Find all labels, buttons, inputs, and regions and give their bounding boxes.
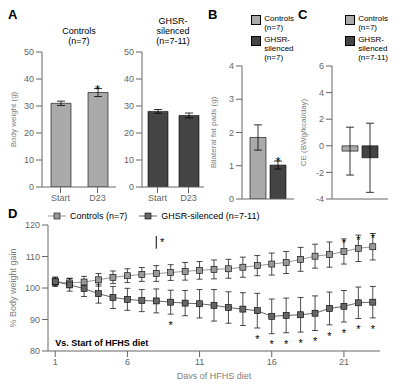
svg-text:4: 4 bbox=[229, 61, 234, 71]
svg-text:110: 110 bbox=[26, 252, 40, 262]
svg-text:*: * bbox=[275, 154, 280, 169]
svg-text:40: 40 bbox=[24, 74, 34, 84]
svg-text:D23: D23 bbox=[89, 193, 106, 203]
svg-text:80: 80 bbox=[30, 346, 40, 356]
svg-text:*: * bbox=[342, 327, 347, 339]
svg-text:Start: Start bbox=[51, 193, 71, 203]
svg-text:16: 16 bbox=[267, 357, 277, 367]
svg-text:CE (BWg/kcal/day): CE (BWg/kcal/day) bbox=[299, 98, 308, 166]
svg-text:Days of HFHS diet: Days of HFHS diet bbox=[177, 371, 252, 379]
html-text:Controls (n=7): Controls (n=7) bbox=[358, 14, 388, 32]
svg-text:% Body weight gain: % Body weight gain bbox=[8, 248, 18, 327]
html-text:D: D bbox=[8, 206, 18, 221]
svg-text:*: * bbox=[298, 337, 303, 349]
html-text:C: C bbox=[298, 7, 308, 22]
svg-text:*: * bbox=[255, 333, 260, 345]
svg-text:20: 20 bbox=[124, 128, 134, 138]
html-text:A: A bbox=[8, 7, 18, 22]
svg-text:100: 100 bbox=[25, 283, 40, 293]
svg-text:*: * bbox=[327, 330, 332, 342]
svg-text:20: 20 bbox=[24, 128, 34, 138]
html-text:Controls (n=7): Controls (n=7) bbox=[70, 211, 128, 221]
svg-text:*: * bbox=[95, 82, 100, 97]
svg-text:Bilateral fat pads (g): Bilateral fat pads (g) bbox=[209, 96, 218, 168]
svg-text:*: * bbox=[356, 234, 361, 246]
html-text:GHSR- silenced (n=7): GHSR- silenced (n=7) bbox=[264, 35, 294, 62]
html-text:GHSR- silenced (n=7-11): GHSR- silenced (n=7-11) bbox=[358, 35, 388, 62]
svg-text:50: 50 bbox=[24, 47, 34, 57]
svg-text:0: 0 bbox=[229, 194, 234, 203]
svg-text:2: 2 bbox=[319, 114, 324, 124]
html-text:GHSR- silenced (n=7-11): GHSR- silenced (n=7-11) bbox=[156, 16, 190, 46]
svg-text:2: 2 bbox=[229, 128, 234, 138]
svg-text:6: 6 bbox=[125, 357, 130, 367]
svg-text:40: 40 bbox=[124, 74, 134, 84]
svg-text:11: 11 bbox=[195, 357, 204, 367]
svg-text:0: 0 bbox=[29, 182, 34, 192]
svg-text:50: 50 bbox=[124, 47, 134, 57]
svg-text:Start: Start bbox=[148, 193, 168, 203]
svg-text:21: 21 bbox=[339, 357, 349, 367]
svg-text:-4: -4 bbox=[316, 194, 324, 203]
svg-text:Vs. Start of HFHS diet: Vs. Start of HFHS diet bbox=[55, 338, 148, 348]
svg-text:10: 10 bbox=[124, 155, 134, 165]
svg-text:*: * bbox=[284, 338, 289, 350]
html-text:GHSR-silenced (n=7-11): GHSR-silenced (n=7-11) bbox=[161, 211, 260, 221]
svg-text:*: * bbox=[356, 323, 361, 335]
svg-text:90: 90 bbox=[30, 315, 40, 325]
svg-text:1: 1 bbox=[229, 161, 234, 171]
svg-text:*: * bbox=[169, 319, 174, 331]
svg-text:*: * bbox=[342, 237, 347, 249]
svg-text:*: * bbox=[371, 232, 376, 244]
svg-text:6: 6 bbox=[319, 61, 324, 71]
svg-text:-2: -2 bbox=[316, 168, 324, 178]
svg-text:30: 30 bbox=[124, 101, 134, 111]
svg-text:0: 0 bbox=[129, 182, 134, 192]
svg-text:0: 0 bbox=[319, 141, 324, 151]
svg-text:*: * bbox=[270, 338, 275, 350]
svg-text:10: 10 bbox=[24, 155, 34, 165]
svg-text:*: * bbox=[160, 236, 165, 248]
html-text:Controls (n=7): Controls (n=7) bbox=[264, 14, 294, 32]
svg-text:*: * bbox=[313, 335, 318, 347]
svg-text:*: * bbox=[371, 323, 376, 335]
svg-text:Body weight (g): Body weight (g) bbox=[9, 91, 18, 147]
html-text:B: B bbox=[208, 7, 218, 22]
svg-text:30: 30 bbox=[24, 101, 34, 111]
svg-text:1: 1 bbox=[53, 357, 58, 367]
svg-text:4: 4 bbox=[319, 88, 324, 98]
svg-text:D23: D23 bbox=[180, 193, 197, 203]
svg-text:3: 3 bbox=[229, 94, 234, 104]
svg-text:120: 120 bbox=[25, 220, 40, 230]
html-text:Controls (n=7): Controls (n=7) bbox=[62, 26, 96, 46]
